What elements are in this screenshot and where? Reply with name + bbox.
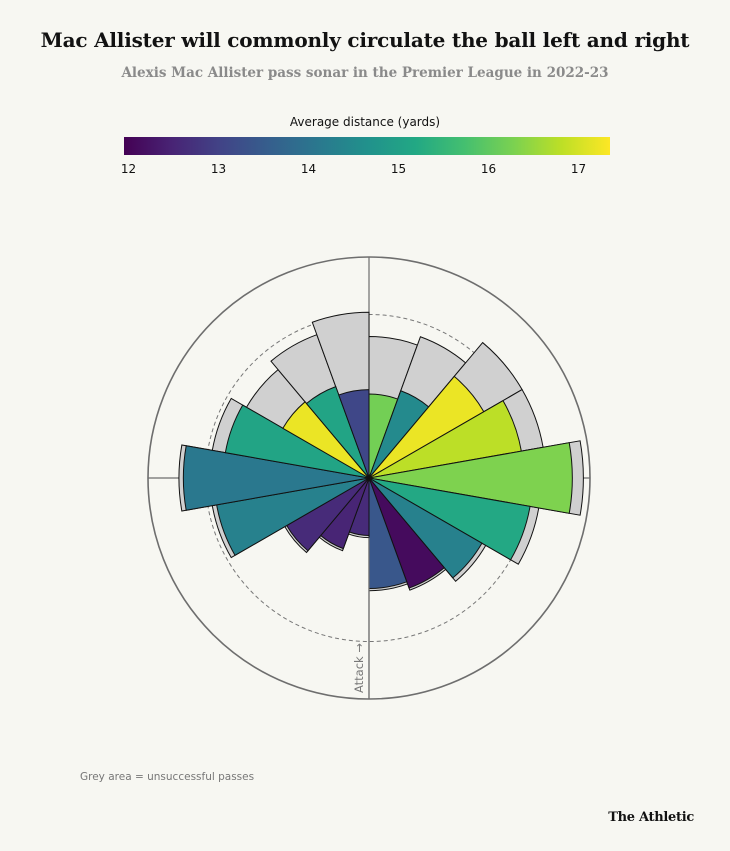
- sector-successful-bar: [368, 442, 573, 514]
- brand-logo: The Athletic: [608, 810, 694, 825]
- legend-title: Average distance (yards): [289, 115, 441, 129]
- sector-successful-bar: [368, 477, 483, 579]
- sector-successful-bar: [368, 477, 531, 561]
- color-scale-tick-label: 13: [210, 162, 227, 176]
- attack-direction-label: Attack →: [352, 643, 366, 693]
- chart-subtitle: Alexis Mac Allister pass sonar in the Pr…: [121, 65, 609, 81]
- footnote: Grey area = unsuccessful passes: [80, 771, 255, 783]
- color-scale-bar: [124, 137, 610, 155]
- sector-successful-bar: [338, 389, 370, 479]
- color-scale-tick-label: 16: [480, 162, 497, 176]
- color-scale-tick-label: 12: [120, 162, 137, 176]
- sector-successful-bar: [282, 401, 370, 479]
- color-scale-tick-label: 17: [570, 162, 587, 176]
- chart-title: Mac Allister will commonly circulate the…: [40, 28, 690, 52]
- color-scale-tick-label: 15: [390, 162, 407, 176]
- sector-successful-bar: [182, 445, 370, 511]
- sector-successful-bar: [305, 385, 370, 479]
- sector-successful-bar: [368, 477, 445, 589]
- color-scale-tick-label: 14: [300, 162, 317, 176]
- sector-successful-bar: [224, 404, 370, 479]
